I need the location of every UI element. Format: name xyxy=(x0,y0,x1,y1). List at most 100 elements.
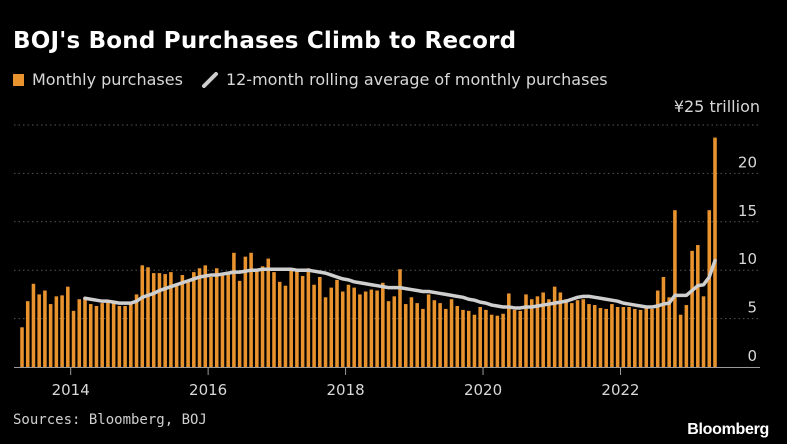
bar-101 xyxy=(598,307,603,367)
legend-bar-swatch xyxy=(13,73,24,86)
bar-82 xyxy=(489,314,494,367)
bar-107 xyxy=(633,308,637,367)
bar-99 xyxy=(587,304,591,367)
bar-94 xyxy=(558,292,563,367)
bar-102 xyxy=(604,308,608,367)
bar-96 xyxy=(570,303,574,367)
bar-36 xyxy=(226,272,230,367)
bar-3 xyxy=(37,294,41,367)
bar-85 xyxy=(507,293,511,367)
bar-43 xyxy=(266,258,271,367)
bar-28 xyxy=(180,275,185,367)
y-tick-label-15: 15 xyxy=(738,202,757,220)
bar-31 xyxy=(197,268,202,367)
bar-32 xyxy=(203,265,208,367)
bar-7 xyxy=(60,295,64,367)
bar-54 xyxy=(329,287,334,367)
bar-19 xyxy=(129,304,133,367)
bar-16 xyxy=(111,303,116,367)
bar-74 xyxy=(444,308,448,367)
rolling-average-path xyxy=(83,258,717,310)
bar-65 xyxy=(392,296,397,367)
bar-83 xyxy=(495,315,500,367)
chart-legend: Monthly purchases 12-month rolling avera… xyxy=(13,70,608,89)
bar-86 xyxy=(512,309,517,367)
legend-line-swatch xyxy=(201,71,218,88)
bloomberg-logo: Bloomberg xyxy=(687,421,769,438)
bar-116 xyxy=(684,305,689,367)
bar-49 xyxy=(300,276,305,367)
bar-84 xyxy=(501,313,505,367)
legend-line-label: 12-month rolling average of monthly purc… xyxy=(225,70,608,89)
bar-60 xyxy=(363,291,368,367)
bar-98 xyxy=(581,299,586,367)
bar-38 xyxy=(237,280,242,367)
bar-1 xyxy=(25,301,30,367)
bar-104 xyxy=(615,306,620,367)
bar-113 xyxy=(667,297,671,367)
bar-115 xyxy=(678,314,683,367)
bar-68 xyxy=(409,297,414,367)
bar-64 xyxy=(386,301,391,367)
bar-97 xyxy=(575,300,580,367)
bar-4 xyxy=(43,290,47,367)
y-tick-label-5: 5 xyxy=(747,299,757,317)
bar-22 xyxy=(146,267,150,367)
bar-78 xyxy=(466,310,471,367)
bar-114 xyxy=(673,210,677,367)
bar-111 xyxy=(655,290,660,367)
bar-72 xyxy=(432,300,437,367)
bar-119 xyxy=(701,296,706,367)
bar-42 xyxy=(260,266,265,367)
bar-26 xyxy=(169,272,173,367)
bar-53 xyxy=(323,297,328,367)
bar-120 xyxy=(707,210,712,367)
bar-37 xyxy=(232,252,236,367)
bar-95 xyxy=(564,299,568,367)
bar-57 xyxy=(346,284,351,367)
bar-62 xyxy=(375,290,379,367)
x-tick-label-2016: 2016 xyxy=(189,381,227,399)
bar-70 xyxy=(421,308,425,367)
bar-89 xyxy=(529,299,534,367)
bar-35 xyxy=(220,275,225,367)
bar-73 xyxy=(438,303,442,367)
bar-109 xyxy=(644,306,649,367)
y-gridlines xyxy=(14,124,760,320)
bar-108 xyxy=(638,309,643,367)
bar-5 xyxy=(48,304,53,367)
y-tick-label-20: 20 xyxy=(738,153,757,171)
bar-69 xyxy=(415,303,419,367)
y-tick-label-0: 0 xyxy=(747,347,757,365)
x-axis: 2014 2016 2018 2020 2022 xyxy=(14,367,760,399)
bar-23 xyxy=(151,273,156,367)
bar-77 xyxy=(461,309,465,367)
bar-80 xyxy=(478,306,482,367)
bar-20 xyxy=(134,294,139,367)
bar-59 xyxy=(358,294,362,367)
bar-13 xyxy=(94,306,99,367)
bar-105 xyxy=(621,306,626,367)
bar-51 xyxy=(312,284,316,367)
bar-118 xyxy=(696,245,700,367)
bar-106 xyxy=(627,306,631,367)
bar-61 xyxy=(369,289,374,367)
legend-bar-label: Monthly purchases xyxy=(32,70,183,89)
rolling-average-line xyxy=(83,258,717,310)
y-axis-labels: 0 5 10 15 20 ¥25 trillion xyxy=(674,97,760,365)
bar-0 xyxy=(20,327,24,367)
bar-11 xyxy=(83,297,87,367)
bar-58 xyxy=(352,287,356,367)
bar-2 xyxy=(31,283,36,367)
bar-90 xyxy=(535,296,540,367)
bar-9 xyxy=(71,310,76,367)
bar-71 xyxy=(426,294,431,367)
bar-56 xyxy=(340,291,345,367)
chart-title: BOJ's Bond Purchases Climb to Record xyxy=(13,28,517,54)
bar-33 xyxy=(209,276,213,367)
bar-41 xyxy=(255,271,259,367)
bar-67 xyxy=(403,304,408,367)
x-tick-label-2020: 2020 xyxy=(464,381,502,399)
bar-48 xyxy=(295,271,299,367)
bar-103 xyxy=(610,304,614,367)
